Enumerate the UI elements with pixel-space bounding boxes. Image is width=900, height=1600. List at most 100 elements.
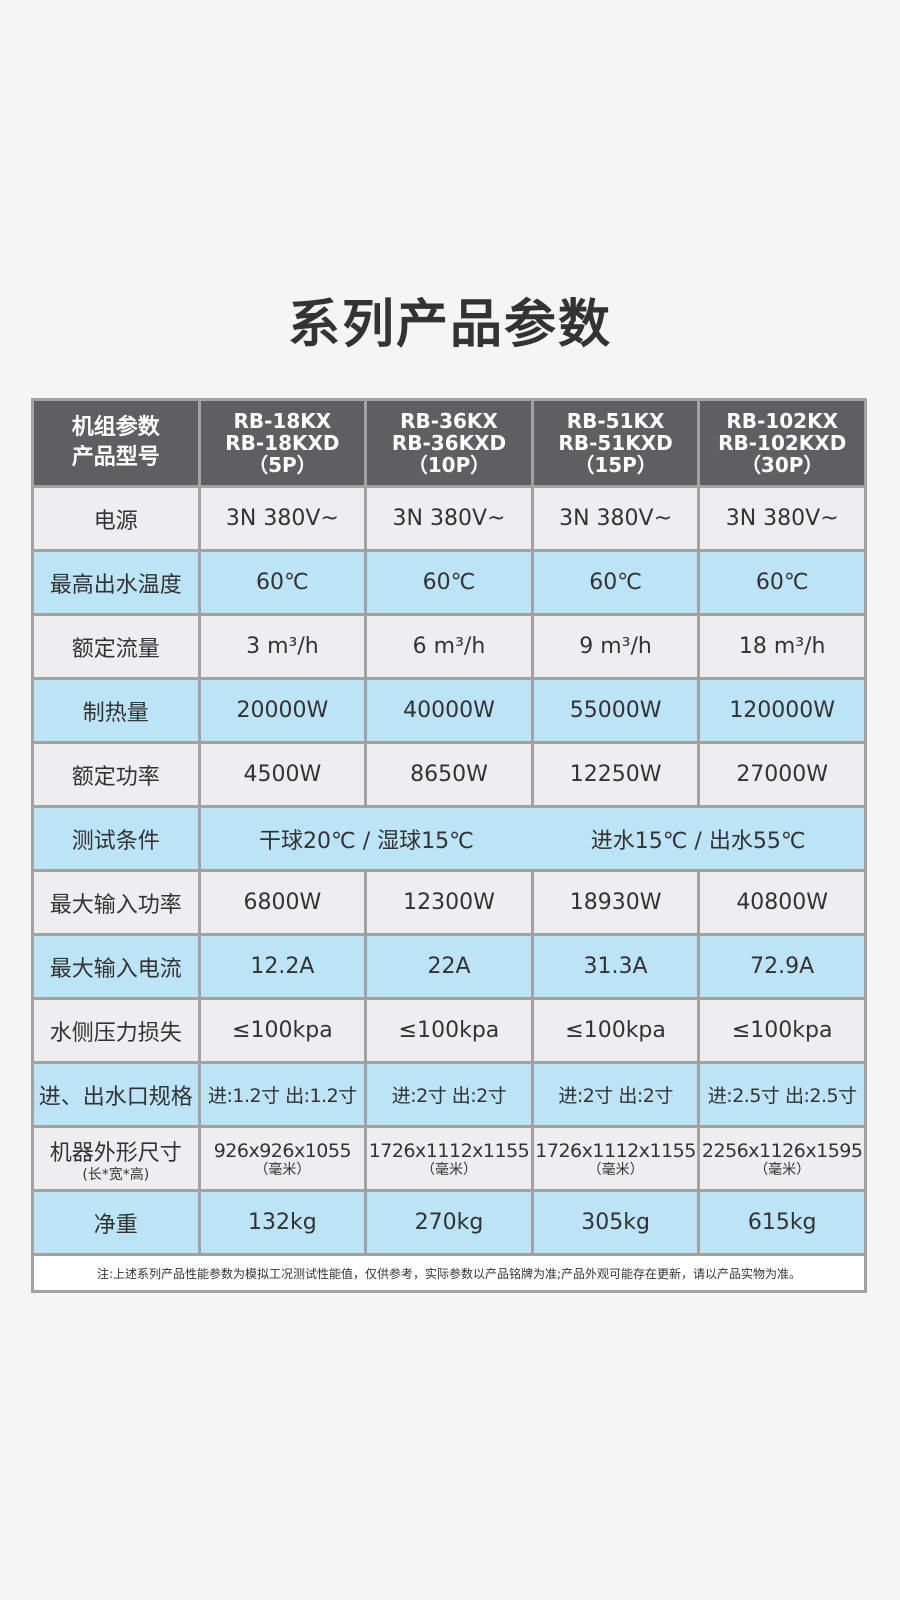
dimension-unit: （毫米） — [587, 1161, 644, 1178]
dimension-value: 1726x1112x1155 — [368, 1139, 530, 1162]
spec-table: 机组参数 产品型号 RB-18KX RB-18KXD （5P） RB-36KX RB-… — [31, 398, 868, 1293]
value-cell: 305kg — [530, 1189, 701, 1256]
model-name: RB-18KX — [233, 409, 332, 433]
value-cell: 4500W — [197, 741, 368, 808]
model-cell: RB-18KX RB-18KXD （5P） — [197, 398, 368, 488]
table-row: 最高出水温度 60℃ 60℃ 60℃ 60℃ — [31, 549, 867, 616]
model-power: （30P） — [740, 453, 824, 477]
row-label: 测试条件 — [31, 805, 201, 872]
table-row-dimensions: 机器外形尺寸 (长*宽*高) 926x926x1055 （毫米） 1726x1112x1… — [31, 1125, 867, 1192]
model-power: （10P） — [407, 453, 491, 477]
table-row: 水侧压力损失 ≤100kpa ≤100kpa ≤100kpa ≤100kpa — [31, 997, 867, 1064]
value-cell: 12.2A — [197, 933, 368, 1000]
model-power: （15P） — [574, 453, 657, 477]
value-cell: 进:2寸 出:2寸 — [530, 1061, 701, 1128]
value-cell: 120000W — [697, 677, 867, 744]
test-condition-values: 干球20℃ / 湿球15℃ 进水15℃ / 出水55℃ — [201, 823, 864, 855]
model-power: （5P） — [248, 453, 317, 477]
value-cell: 3 m³/h — [197, 613, 368, 680]
model-name: RB-102KXD — [718, 431, 847, 455]
table-row-test-condition: 测试条件 干球20℃ / 湿球15℃ 进水15℃ / 出水55℃ — [31, 805, 868, 872]
value-cell: 9 m³/h — [530, 613, 701, 680]
value-cell: 8650W — [364, 741, 534, 808]
value-cell: 进:1.2寸 出:1.2寸 — [197, 1061, 368, 1128]
row-label: 净重 — [31, 1189, 201, 1256]
table-row: 额定流量 3 m³/h 6 m³/h 9 m³/h 18 m³/h — [31, 613, 867, 680]
value-cell: 2256x1126x1595 （毫米） — [697, 1125, 867, 1192]
table-row: 净重 132kg 270kg 305kg 615kg — [31, 1189, 867, 1256]
table-note-row: 注:上述系列产品性能参数为模拟工况测试性能值，仅供参考，实际参数以产品铭牌为准;… — [31, 1253, 867, 1293]
value-cell: 60℃ — [530, 549, 701, 616]
row-label: 水侧压力损失 — [31, 997, 201, 1064]
model-name: RB-36KXD — [391, 431, 507, 455]
value-cell: 60℃ — [364, 549, 534, 616]
value-cell: 进:2寸 出:2寸 — [364, 1061, 534, 1128]
test-condition-right: 进水15℃ / 出水55℃ — [590, 828, 806, 854]
value-cell: ≤100kpa — [364, 997, 534, 1064]
value-cell: 20000W — [197, 677, 368, 744]
value-cell: 27000W — [697, 741, 867, 808]
row-label: 最大输入功率 — [31, 869, 201, 936]
row-label: 最大输入电流 — [31, 933, 201, 1000]
table-row: 进、出水口规格 进:1.2寸 出:1.2寸 进:2寸 出:2寸 进:2寸 出:2寸 进:… — [31, 1061, 867, 1128]
model-name: RB-51KX — [566, 409, 665, 433]
model-cell: RB-51KX RB-51KXD （15P） — [530, 398, 701, 488]
value-cell: 615kg — [697, 1189, 867, 1256]
table-row: 额定功率 4500W 8650W 12250W 27000W — [31, 741, 867, 808]
value-cell: 31.3A — [530, 933, 701, 1000]
value-cell: 18 m³/h — [697, 613, 867, 680]
test-condition-cell: 干球20℃ / 湿球15℃ 进水15℃ / 出水55℃ — [197, 805, 868, 872]
dimension-value: 2256x1126x1595 — [701, 1139, 863, 1162]
model-cell: RB-102KX RB-102KXD （30P） — [697, 398, 867, 488]
row-label: 进、出水口规格 — [31, 1061, 201, 1128]
row-label: 额定功率 — [31, 741, 201, 808]
value-cell: 132kg — [197, 1189, 368, 1256]
row-label: 机器外形尺寸 — [49, 1140, 182, 1166]
dimension-value: 926x926x1055 — [213, 1139, 352, 1162]
dimension-unit: （毫米） — [754, 1161, 811, 1178]
value-cell: 12300W — [364, 869, 534, 936]
dimension-unit: （毫米） — [254, 1161, 311, 1178]
value-cell: 1726x1112x1155 （毫米） — [530, 1125, 701, 1192]
dimension-value: 1726x1112x1155 — [535, 1139, 696, 1162]
table-row: 制热量 20000W 40000W 55000W 120000W — [31, 677, 867, 744]
row-label: 制热量 — [31, 677, 201, 744]
header-label-cell: 机组参数 产品型号 — [31, 398, 201, 488]
row-label: 电源 — [31, 485, 201, 552]
value-cell: 40000W — [364, 677, 534, 744]
value-cell: 3N 380V~ — [697, 485, 867, 552]
table-row: 电源 3N 380V~ 3N 380V~ 3N 380V~ 3N 380V~ — [31, 485, 867, 552]
model-name: RB-36KX — [400, 409, 498, 433]
table-row: 最大输入功率 6800W 12300W 18930W 40800W — [31, 869, 867, 936]
row-label: 额定流量 — [31, 613, 201, 680]
value-cell: 3N 380V~ — [197, 485, 368, 552]
footnote: 注:上述系列产品性能参数为模拟工况测试性能值，仅供参考，实际参数以产品铭牌为准;… — [31, 1253, 867, 1293]
value-cell: 6 m³/h — [364, 613, 534, 680]
value-cell: ≤100kpa — [530, 997, 701, 1064]
value-cell: 270kg — [364, 1189, 534, 1256]
row-label-cell: 机器外形尺寸 (长*宽*高) — [31, 1125, 201, 1192]
header-label-line: 机组参数 — [71, 415, 160, 440]
row-label: 最高出水温度 — [31, 549, 201, 616]
header-label-line: 产品型号 — [71, 445, 160, 470]
value-cell: 72.9A — [697, 933, 867, 1000]
value-cell: 18930W — [530, 869, 701, 936]
value-cell: 60℃ — [197, 549, 368, 616]
value-cell: 22A — [364, 933, 534, 1000]
value-cell: ≤100kpa — [697, 997, 867, 1064]
value-cell: 40800W — [697, 869, 867, 936]
value-cell: 6800W — [197, 869, 368, 936]
page-title: 系列产品参数 — [287, 295, 612, 355]
model-name: RB-51KXD — [558, 431, 673, 455]
value-cell: ≤100kpa — [197, 997, 368, 1064]
test-condition-left: 干球20℃ / 湿球15℃ — [259, 828, 474, 854]
value-cell: 12250W — [530, 741, 701, 808]
value-cell: 进:2.5寸 出:2.5寸 — [697, 1061, 867, 1128]
model-name: RB-102KX — [726, 409, 838, 433]
value-cell: 1726x1112x1155 （毫米） — [364, 1125, 534, 1192]
model-cell: RB-36KX RB-36KXD （10P） — [364, 398, 534, 488]
value-cell: 60℃ — [697, 549, 867, 616]
dimension-unit: （毫米） — [420, 1161, 477, 1178]
row-sublabel: (长*宽*高) — [82, 1166, 150, 1183]
table-header-row: 机组参数 产品型号 RB-18KX RB-18KXD （5P） RB-36KX RB-… — [31, 398, 867, 488]
